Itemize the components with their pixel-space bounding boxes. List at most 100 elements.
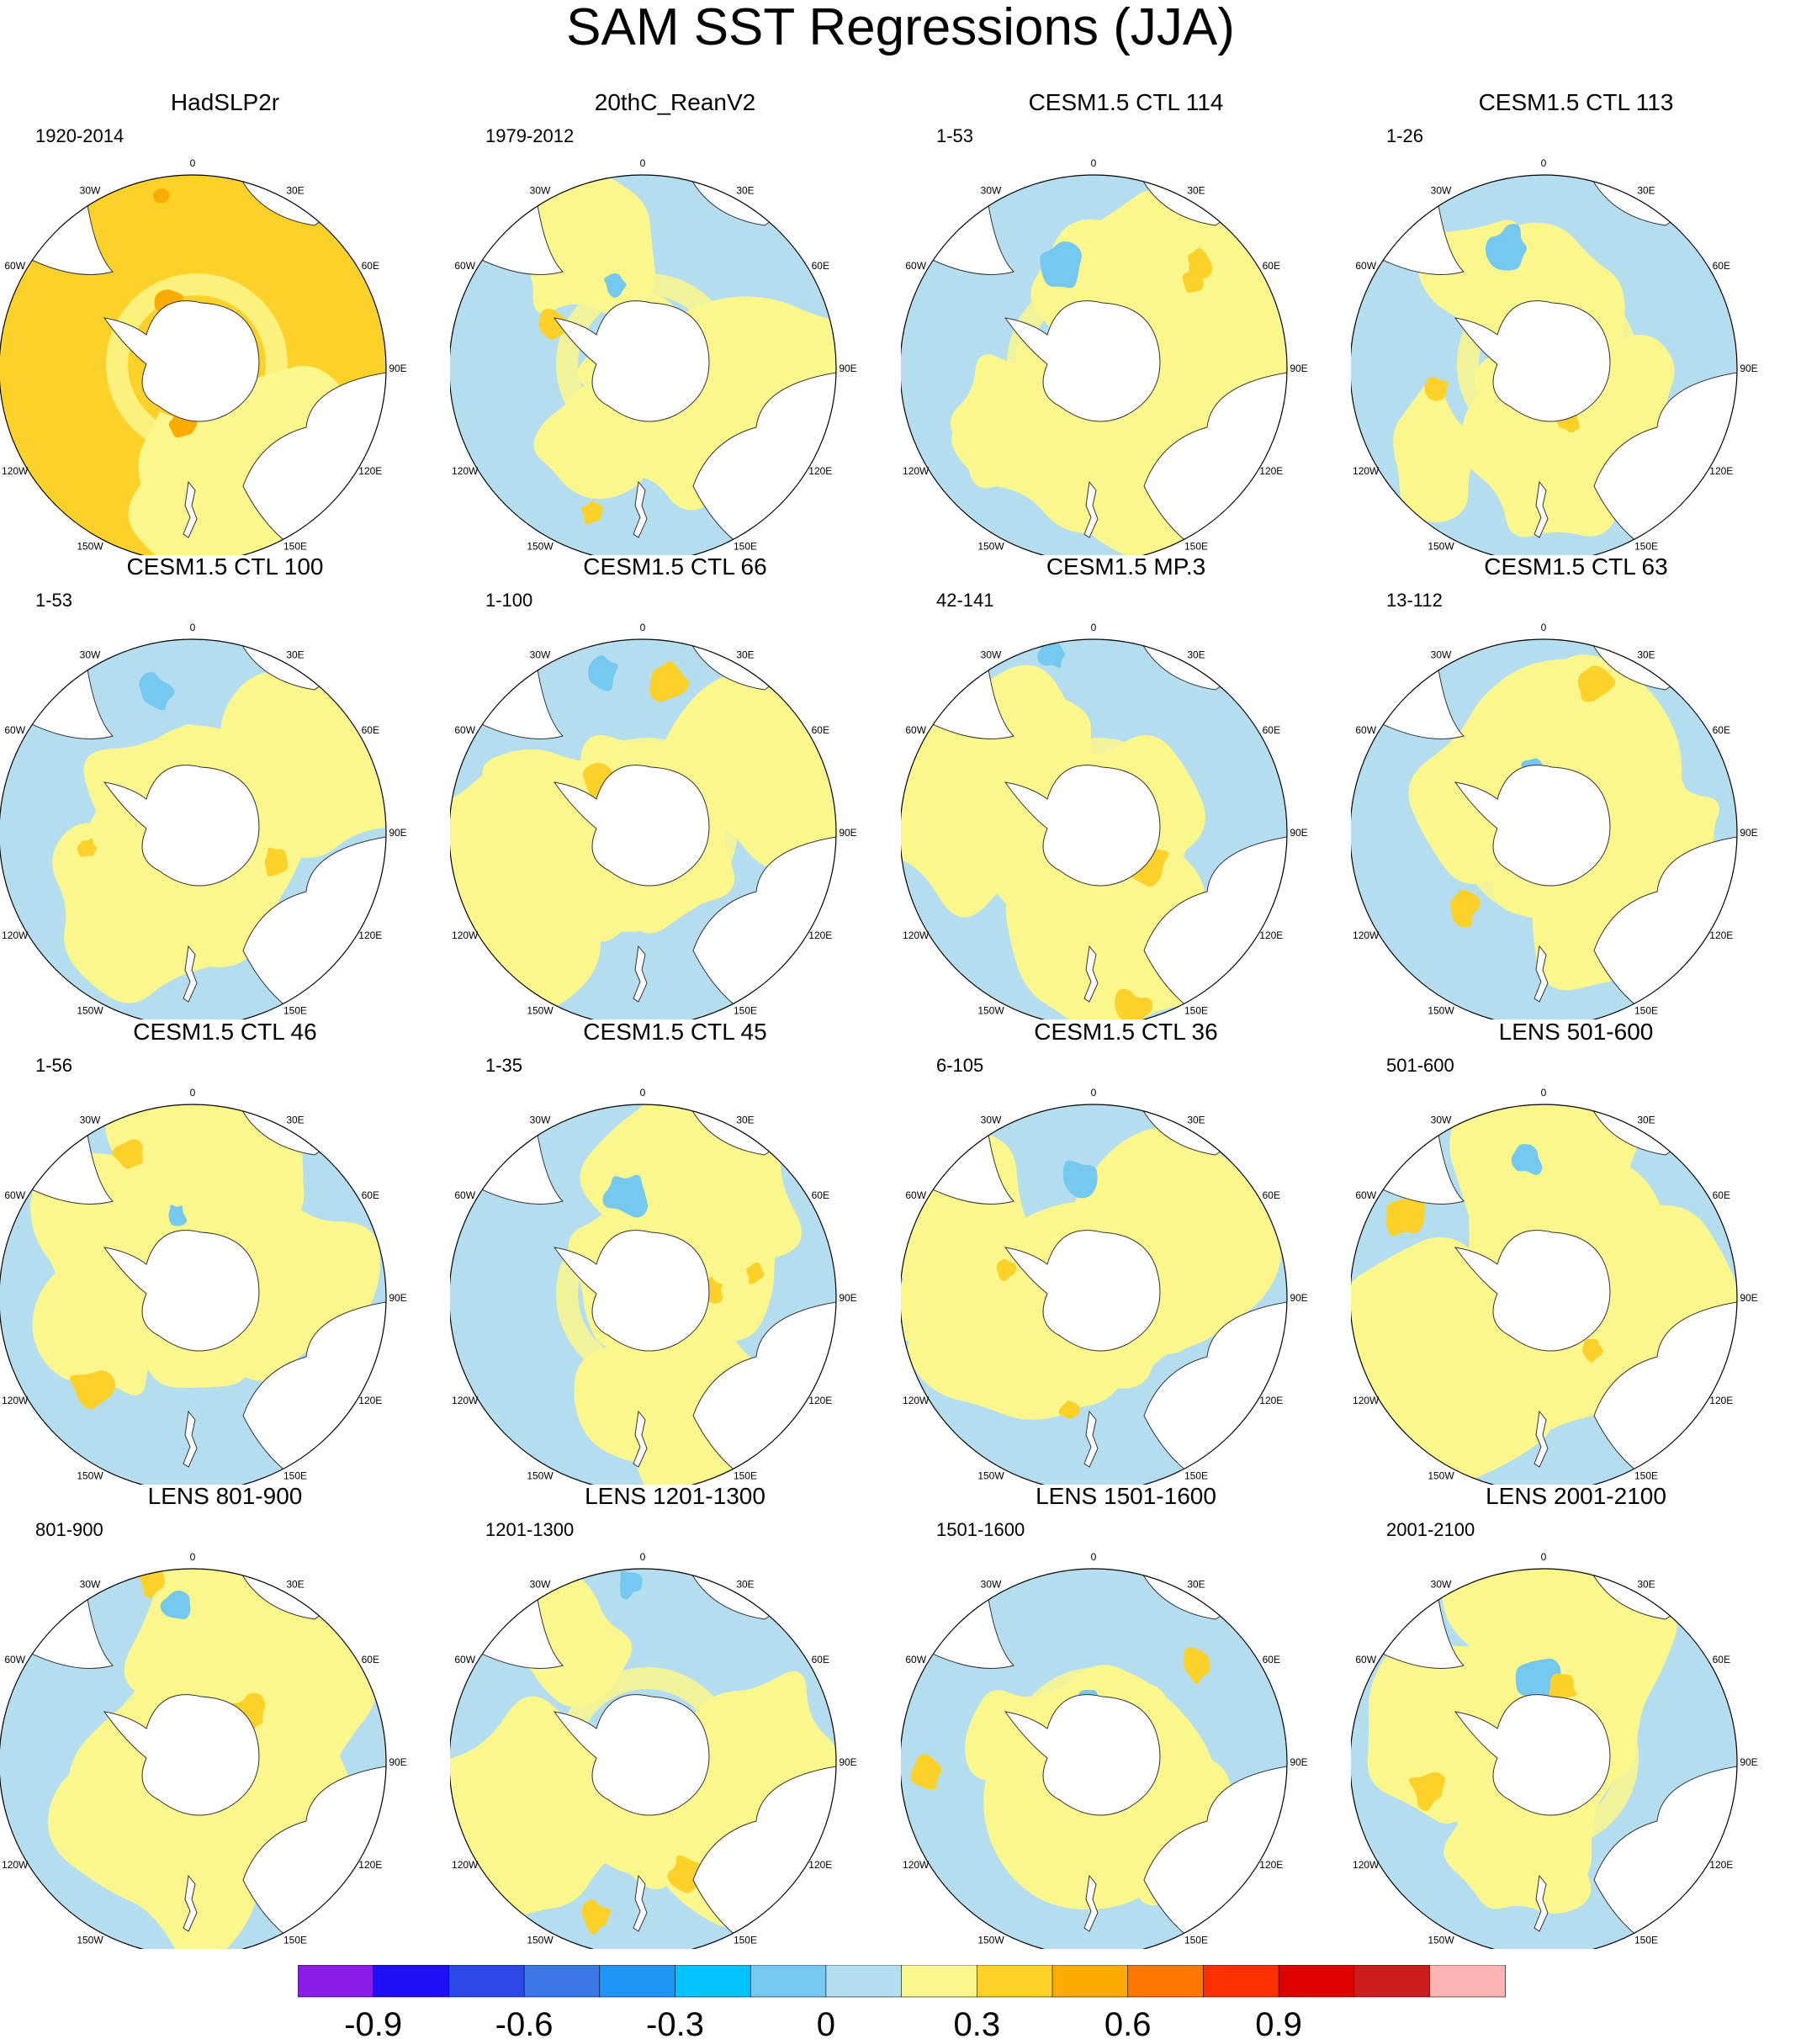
longitude-label: 60W <box>454 260 475 272</box>
longitude-label: 120W <box>452 465 479 477</box>
longitude-label: 150W <box>77 540 103 552</box>
colorbar-swatch <box>1278 1965 1355 1998</box>
colorbar-swatch <box>1203 1965 1279 1998</box>
longitude-label: 150E <box>1184 1469 1208 1481</box>
anomaly-patch <box>264 847 289 876</box>
longitude-label: 150W <box>977 1004 1004 1016</box>
longitude-label: 30E <box>736 1115 754 1126</box>
anomaly-patch <box>910 1754 941 1790</box>
polar-map: 030E60E90E120E150E180150W120W90W60W30W <box>1351 622 1758 1019</box>
anomaly-region <box>1449 1104 1666 1250</box>
panel-period: 1-56 <box>35 1055 73 1076</box>
anomaly-patch <box>588 655 618 691</box>
longitude-label: 120E <box>358 1859 382 1871</box>
map-panel: CESM1.5 CTL 1001-53030E60E90E120E150E180… <box>0 554 450 1019</box>
anomaly-patch <box>1115 988 1153 1019</box>
longitude-label: 30W <box>80 649 101 661</box>
longitude-label: 120W <box>903 1395 930 1406</box>
longitude-label: 60W <box>905 724 926 736</box>
longitude-label: 150E <box>1634 1934 1658 1946</box>
antarctica-landmass <box>1454 1694 1611 1816</box>
colorbar-tick-label: -0.6 <box>495 2006 554 2041</box>
map-panel: CESM1.5 CTL 1131-26030E60E90E120E150E180… <box>1351 90 1801 555</box>
longitude-label: 0 <box>1541 1087 1547 1099</box>
antarctica-landmass <box>103 765 260 887</box>
panel-period: 1-53 <box>936 125 974 146</box>
longitude-label: 60E <box>1713 1654 1730 1665</box>
polar-map: 030E60E90E120E150E180150W120W90W60W30W <box>0 1087 407 1485</box>
panel-title: CESM1.5 CTL 113 <box>1478 89 1674 115</box>
antarctica-landmass <box>1454 765 1611 887</box>
polar-map: 030E60E90E120E150E180150W120W90W60W30W <box>0 157 407 555</box>
anomaly-patch <box>619 1570 643 1600</box>
longitude-label: 150W <box>1428 1004 1454 1016</box>
panel-period: 801-900 <box>35 1519 103 1540</box>
polar-map: 030E60E90E120E150E180150W120W90W60W30W <box>450 622 857 1019</box>
longitude-label: 60W <box>905 1654 926 1665</box>
anomaly-patch <box>168 1205 188 1226</box>
longitude-label: 30E <box>1637 185 1655 197</box>
map-panel: CESM1.5 CTL 461-56030E60E90E120E150E1801… <box>0 1019 450 1485</box>
longitude-label: 60E <box>362 1654 379 1665</box>
longitude-label: 30E <box>736 185 754 197</box>
longitude-label: 150E <box>1634 1004 1658 1016</box>
longitude-label: 30E <box>286 185 304 197</box>
antarctica-landmass <box>553 1230 710 1352</box>
longitude-label: 60W <box>1355 260 1376 272</box>
longitude-label: 90E <box>1740 827 1757 839</box>
longitude-label: 60E <box>362 1189 379 1201</box>
longitude-label: 30E <box>1637 1115 1655 1126</box>
longitude-label: 90E <box>839 1292 856 1304</box>
longitude-label: 120E <box>358 465 382 477</box>
longitude-label: 60W <box>1355 724 1376 736</box>
longitude-label: 90E <box>1290 1756 1307 1768</box>
longitude-label: 90E <box>1740 1756 1757 1768</box>
longitude-label: 30W <box>981 649 1002 661</box>
longitude-label: 30W <box>530 185 551 197</box>
colorbar-swatch <box>1353 1965 1431 1998</box>
colorbar-swatch <box>1127 1965 1205 1998</box>
map-panel: HadSLP2r1920-2014030E60E90E120E150E18015… <box>0 90 450 555</box>
antarctica-landmass <box>103 1694 260 1816</box>
antarctica-landmass <box>553 300 710 422</box>
panel-period: 1-53 <box>35 590 73 611</box>
anomaly-patch <box>1040 241 1082 289</box>
panel-title: HadSLP2r <box>170 89 280 115</box>
longitude-label: 60W <box>905 1189 926 1201</box>
longitude-label: 120E <box>1709 1859 1733 1871</box>
longitude-label: 60E <box>812 260 829 272</box>
longitude-label: 30E <box>1187 1579 1205 1591</box>
polar-map: 030E60E90E120E150E180150W120W90W60W30W <box>1351 1551 1758 1949</box>
longitude-label: 30W <box>530 1115 551 1126</box>
longitude-label: 150E <box>283 540 307 552</box>
longitude-label: 30W <box>1431 185 1452 197</box>
longitude-label: 150W <box>1428 1934 1454 1946</box>
longitude-label: 60W <box>454 724 475 736</box>
colorbar-swatch <box>298 1965 374 1998</box>
longitude-label: 150E <box>734 540 757 552</box>
anomaly-patch <box>1408 1771 1445 1812</box>
longitude-label: 150E <box>734 1934 757 1946</box>
longitude-label: 150E <box>283 1004 307 1016</box>
longitude-label: 0 <box>190 1087 196 1099</box>
longitude-label: 60W <box>4 724 25 736</box>
longitude-label: 30W <box>981 1115 1002 1126</box>
new-zealand-landmass <box>183 1874 198 1932</box>
polar-map: 030E60E90E120E150E180150W120W90W60W30W <box>450 157 857 555</box>
longitude-label: 60W <box>1355 1654 1376 1665</box>
longitude-label: 90E <box>1290 363 1307 374</box>
longitude-label: 150W <box>77 1004 103 1016</box>
colorbar-swatch <box>448 1965 525 1998</box>
longitude-label: 0 <box>190 1551 196 1563</box>
polar-map: 030E60E90E120E150E180150W120W90W60W30W <box>1351 1087 1758 1485</box>
longitude-label: 150W <box>527 1934 554 1946</box>
longitude-label: 150W <box>977 1469 1004 1481</box>
new-zealand-landmass <box>633 480 648 538</box>
map-panel: CESM1.5 CTL 366-105030E60E90E120E150E180… <box>901 1019 1351 1485</box>
longitude-label: 120W <box>2 1395 29 1406</box>
colorbar-swatch <box>523 1965 601 1998</box>
polar-map: 030E60E90E120E150E180150W120W90W60W30W <box>1351 157 1758 555</box>
anomaly-patch <box>996 1258 1017 1281</box>
longitude-label: 30W <box>1431 1115 1452 1126</box>
longitude-label: 0 <box>1091 622 1097 633</box>
